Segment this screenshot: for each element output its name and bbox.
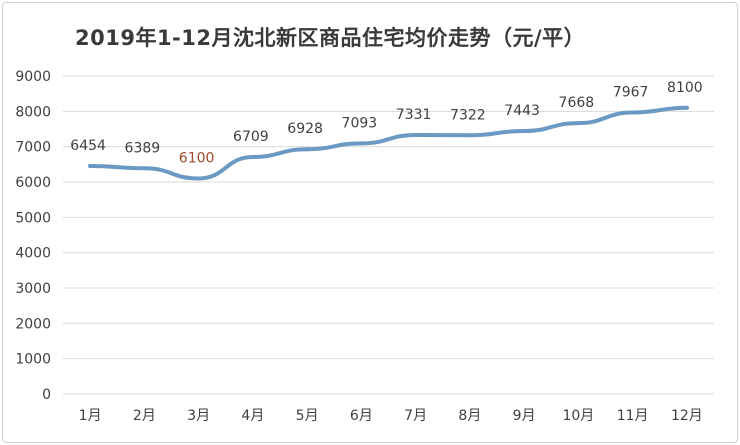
y-tick-label: 7000 [15,140,51,156]
y-axis-ticks: 0 1000 2000 3000 4000 5000 6000 7000 8000 9000 [15,69,51,403]
chart-title: 2019年1-12月沈北新区商品住宅均价走势（元/平） [75,26,586,50]
data-point [576,121,581,126]
data-labels: 6454 6389 6100 6709 6928 7093 7331 7322 7443 7668… [70,80,702,167]
data-point [684,105,689,110]
x-tick-label: 5月 [296,408,319,424]
data-label: 7322 [450,107,486,123]
y-tick-label: 1000 [15,352,51,368]
data-point [522,129,527,134]
data-point [467,133,472,138]
gridlines [63,75,714,395]
x-tick-label: 6月 [350,408,373,424]
data-label: 6454 [70,138,106,154]
x-tick-label: 1月 [79,408,102,424]
data-label: 6100 [179,150,215,166]
data-point [630,110,635,115]
y-tick-label: 8000 [15,104,51,120]
x-tick-label: 3月 [187,408,210,424]
x-tick-label: 7月 [404,408,427,424]
data-label: 7093 [342,115,378,131]
data-label: 7443 [504,103,540,119]
data-point [413,132,418,137]
series-line-path [88,105,689,181]
x-tick-label: 10月 [562,408,594,424]
y-tick-label: 3000 [15,281,51,297]
data-point [88,163,93,168]
data-point [359,141,364,146]
data-label: 7967 [613,84,649,100]
x-tick-label: 12月 [671,408,703,424]
x-tick-label: 11月 [617,408,649,424]
x-tick-label: 8月 [458,408,481,424]
data-label: 8100 [667,80,703,96]
data-label: 7331 [396,107,432,123]
data-label: 7668 [559,95,595,111]
y-tick-label: 6000 [15,175,51,191]
x-tick-label: 4月 [241,408,264,424]
series-line [88,105,689,181]
y-tick-label: 4000 [15,246,51,262]
x-tick-label: 9月 [513,408,536,424]
data-point [250,154,255,159]
y-tick-label: 0 [42,387,51,403]
x-tick-label: 2月 [133,408,156,424]
data-label: 6709 [233,129,269,145]
data-point [305,147,310,152]
x-axis-ticks: 1月 2月 3月 4月 5月 6月 7月 8月 9月 10月 11月 12月 [79,408,703,424]
data-point [196,176,201,181]
y-tick-label: 9000 [15,69,51,85]
y-tick-label: 5000 [15,210,51,226]
data-label: 6928 [287,121,323,137]
data-point [142,166,147,171]
data-label: 6389 [125,140,161,156]
y-tick-label: 2000 [15,316,51,332]
